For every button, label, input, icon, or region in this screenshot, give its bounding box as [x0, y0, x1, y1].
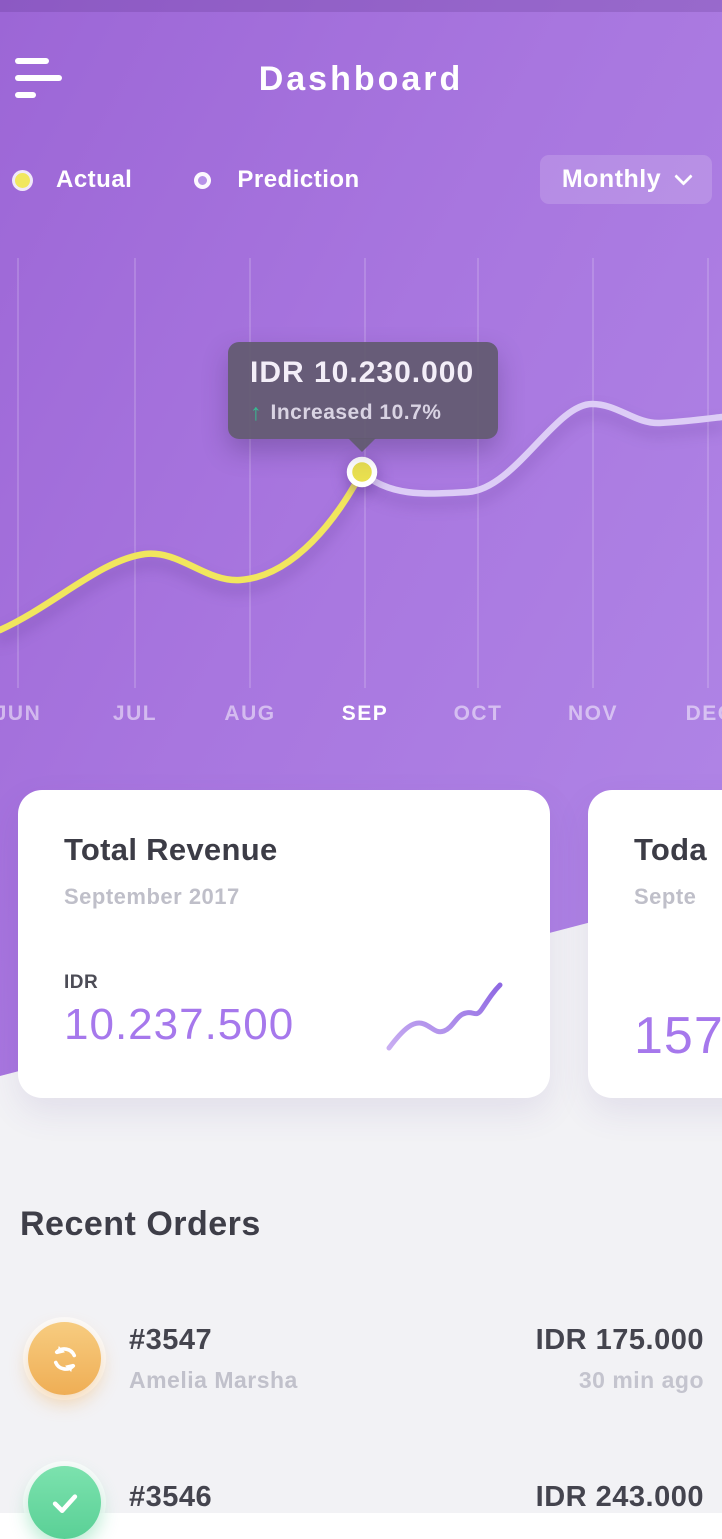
order-id: #3547 [129, 1323, 213, 1356]
revenue-chart[interactable] [0, 0, 722, 760]
order-row[interactable]: #3546 IDR 243.000 [28, 1466, 704, 1539]
card-subtitle: Septe [634, 884, 697, 909]
card-subtitle: September 2017 [64, 884, 240, 909]
tooltip-value: IDR 10.230.000 [250, 356, 475, 389]
legend-item-actual: Actual [15, 166, 132, 194]
tooltip-change: Increased 10.7% [270, 400, 442, 424]
month-axis: JUN JUL AUG SEP OCT NOV DEC [0, 702, 722, 732]
period-select-value: Monthly [561, 165, 662, 193]
actual-dot-icon [15, 172, 30, 188]
month-label-oct[interactable]: OCT [453, 702, 503, 725]
revenue-value: 10.237.500 [64, 1000, 295, 1049]
order-amount: IDR 243.000 [535, 1481, 704, 1513]
refresh-icon [28, 1322, 101, 1395]
month-label-sep[interactable]: SEP [341, 702, 389, 725]
card-title: Total Revenue [64, 832, 278, 867]
currency-label: IDR [64, 972, 99, 993]
actual-line [0, 468, 366, 634]
order-row[interactable]: #3547 Amelia Marsha IDR 175.000 30 min a… [28, 1322, 704, 1395]
hamburger-bar [15, 92, 36, 98]
today-orders-card: Toda Septe 157 [588, 790, 722, 1098]
order-time: 30 min ago [578, 1366, 704, 1393]
chart-legend: Actual Prediction [15, 166, 422, 194]
legend-label-prediction: Prediction [237, 166, 360, 193]
order-customer: Amelia Marsha [129, 1366, 298, 1393]
page-title: Dashboard [258, 60, 464, 98]
month-label-dec[interactable]: DEC [685, 702, 722, 725]
hamburger-menu-icon[interactable] [15, 58, 63, 100]
legend-label-actual: Actual [56, 166, 133, 193]
order-id: #3546 [129, 1481, 213, 1513]
check-icon [28, 1466, 101, 1539]
hamburger-bar [15, 58, 49, 64]
up-arrow-icon: ↑ [250, 399, 262, 425]
month-label-aug[interactable]: AUG [224, 702, 276, 725]
month-label-nov[interactable]: NOV [567, 702, 619, 725]
month-label-jun[interactable]: JUN [0, 702, 42, 725]
card-title: Toda [634, 832, 707, 867]
prediction-line [358, 400, 722, 497]
status-bar-strip [0, 0, 722, 12]
legend-item-prediction: Prediction [194, 166, 359, 194]
period-select[interactable]: Monthly [540, 155, 712, 204]
total-revenue-card: Total Revenue September 2017 IDR 10.237.… [18, 790, 550, 1098]
recent-orders-heading: Recent Orders [20, 1205, 261, 1243]
month-label-jul[interactable]: JUL [112, 702, 158, 725]
prediction-dot-icon [194, 171, 212, 189]
selected-data-point[interactable] [346, 456, 378, 488]
chart-tooltip: IDR 10.230.000 ↑ Increased 10.7% [228, 342, 498, 452]
order-amount: IDR 175.000 [535, 1323, 704, 1356]
revenue-sparkline [386, 982, 503, 1051]
orders-count-value: 157 [634, 1007, 722, 1065]
hamburger-bar [15, 75, 62, 81]
